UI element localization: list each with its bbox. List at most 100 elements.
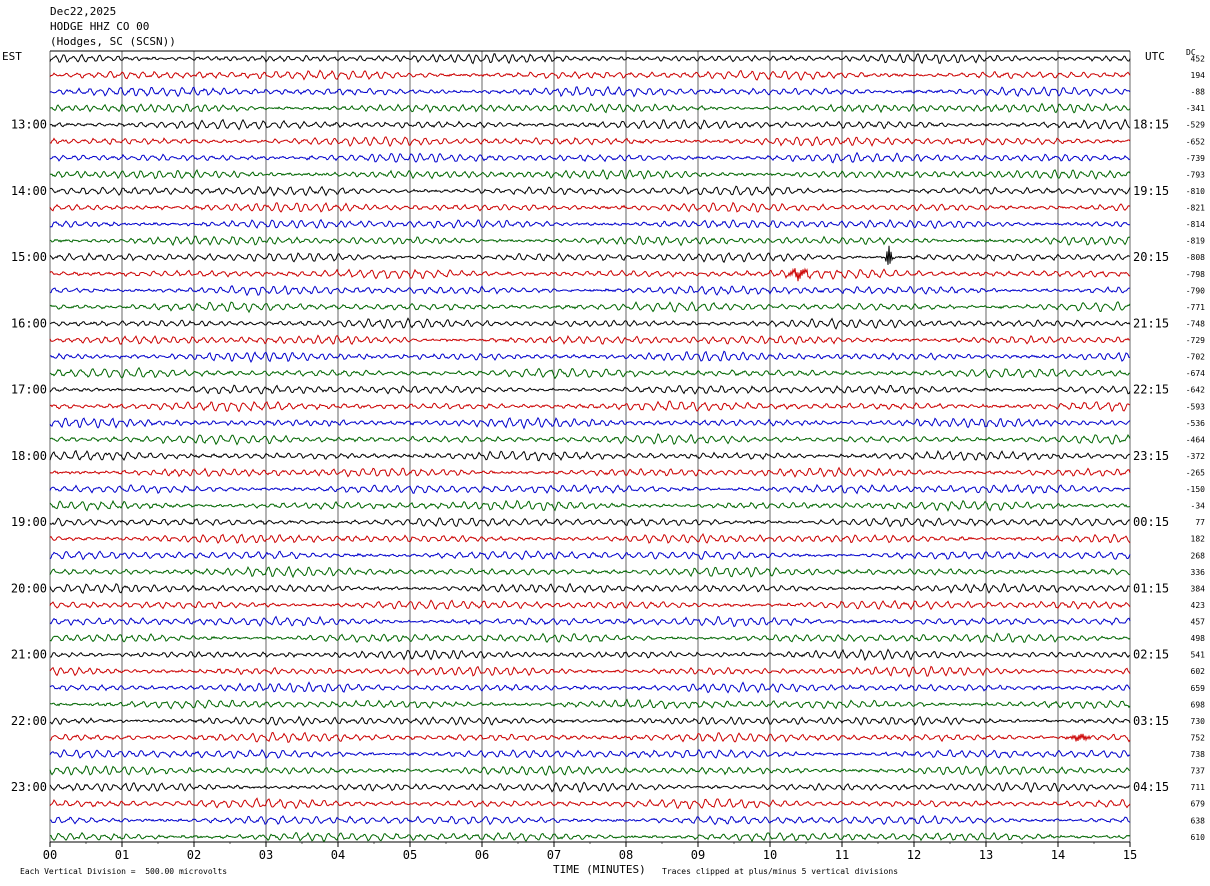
utc-hour-label: 22:15 <box>1133 383 1169 397</box>
dc-offset-label: 737 <box>1191 767 1206 776</box>
est-hour-label: 15:00 <box>11 250 47 264</box>
est-hour-label: 20:00 <box>11 581 47 595</box>
seismic-trace <box>49 218 1131 230</box>
clip-note: Traces clipped at plus/minus 5 vertical … <box>662 867 899 876</box>
dc-offset-label: -642 <box>1186 386 1205 395</box>
seismic-trace <box>49 781 1131 793</box>
seismic-trace <box>49 317 1131 330</box>
header-station: HODGE HHZ CO 00 <box>50 20 150 33</box>
est-hour-label: 23:00 <box>11 780 47 794</box>
dc-offset-label: 659 <box>1191 684 1206 693</box>
seismic-trace <box>49 681 1131 694</box>
header-date: Dec22,2025 <box>50 5 117 18</box>
dc-offset-label: -341 <box>1186 104 1205 113</box>
dc-offset-label: -819 <box>1186 237 1205 246</box>
dc-offset-label: 638 <box>1191 816 1206 825</box>
dc-offset-label: -652 <box>1186 137 1205 146</box>
seismic-trace <box>49 334 1131 346</box>
seismic-trace <box>49 615 1131 628</box>
dc-offset-label: 423 <box>1191 601 1206 610</box>
est-hour-label: 19:00 <box>11 515 47 529</box>
seismic-trace <box>49 466 1131 478</box>
dc-offset-label: 730 <box>1191 717 1206 726</box>
dc-offset-label: -771 <box>1186 303 1205 312</box>
minute-grid <box>49 50 1131 847</box>
seismic-trace <box>49 797 1131 810</box>
seismic-trace <box>49 350 1131 363</box>
seismic-trace <box>49 285 1131 297</box>
dc-offset-header: DC <box>1186 48 1196 57</box>
dc-offset-label: -790 <box>1186 286 1205 295</box>
seismic-trace <box>49 831 1131 843</box>
dc-offset-label: -265 <box>1186 469 1205 478</box>
utc-hour-label: 00:15 <box>1133 515 1169 529</box>
seismic-trace <box>49 201 1131 213</box>
dc-offset-label: 541 <box>1191 651 1206 660</box>
utc-hour-label: 19:15 <box>1133 184 1169 198</box>
dc-offset-label: 679 <box>1191 800 1206 809</box>
left-timezone-label: EST <box>2 50 22 63</box>
dc-offset-label: -821 <box>1186 204 1205 213</box>
seismic-trace <box>49 565 1131 579</box>
utc-hour-label: 21:15 <box>1133 316 1169 330</box>
est-hour-label: 14:00 <box>11 184 47 198</box>
seismic-trace <box>49 715 1131 727</box>
seismic-trace <box>49 384 1131 395</box>
seismic-trace <box>49 433 1131 446</box>
seismic-trace <box>49 118 1131 131</box>
dc-offset-label: 336 <box>1191 568 1206 577</box>
seismic-trace <box>49 748 1131 760</box>
dc-offset-label: -702 <box>1186 353 1205 362</box>
x-tick-label: 12 <box>907 848 921 862</box>
seismic-trace <box>49 416 1131 430</box>
x-tick-label: 06 <box>475 848 489 862</box>
dc-offset-label: 698 <box>1191 700 1206 709</box>
dc-offset-label: -150 <box>1186 485 1205 494</box>
seismic-trace <box>49 665 1131 678</box>
utc-hour-label: 02:15 <box>1133 648 1169 662</box>
dc-offset-label: -593 <box>1186 402 1205 411</box>
seismic-trace <box>49 301 1131 314</box>
x-axis-title: TIME (MINUTES) <box>553 863 646 876</box>
x-tick-label: 08 <box>619 848 633 862</box>
seismic-trace <box>49 765 1131 777</box>
dc-offset-label: -464 <box>1186 435 1205 444</box>
dc-offset-label: 384 <box>1191 584 1206 593</box>
est-hour-label: 18:00 <box>11 449 47 463</box>
seismic-trace <box>49 731 1131 743</box>
dc-offset-label: -798 <box>1186 270 1205 279</box>
x-tick-label: 00 <box>43 848 57 862</box>
dc-offset-label: 610 <box>1191 833 1206 842</box>
right-timezone-label: UTC <box>1145 50 1165 63</box>
seismic-trace <box>49 366 1130 380</box>
seismic-trace <box>49 69 1131 81</box>
x-tick-label: 14 <box>1051 848 1065 862</box>
seismic-trace <box>49 267 1131 282</box>
seismic-trace <box>49 698 1131 710</box>
dc-offset-label: -536 <box>1186 419 1205 428</box>
dc-offset-label: -739 <box>1186 154 1205 163</box>
est-hour-label: 22:00 <box>11 714 47 728</box>
seismic-trace <box>49 85 1131 98</box>
est-hour-label: 21:00 <box>11 648 47 662</box>
seismic-trace <box>49 550 1131 561</box>
dc-offset-label: -748 <box>1186 319 1205 328</box>
dc-offset-label: 77 <box>1195 518 1205 527</box>
seismic-trace <box>49 52 1131 65</box>
seismic-trace <box>49 449 1131 462</box>
dc-offset-label: -808 <box>1186 253 1205 262</box>
x-tick-label: 10 <box>763 848 777 862</box>
dc-offset-label: -88 <box>1191 88 1206 97</box>
trace-group <box>49 52 1131 843</box>
seismic-trace <box>49 499 1131 512</box>
dc-offset-label: -729 <box>1186 336 1205 345</box>
dc-offset-label: 498 <box>1191 634 1206 643</box>
dc-offset-label: 182 <box>1191 535 1206 544</box>
dc-offset-label: -814 <box>1186 220 1205 229</box>
utc-hour-label: 23:15 <box>1133 449 1169 463</box>
utc-hour-label: 18:15 <box>1133 118 1169 132</box>
seismic-trace <box>49 169 1131 180</box>
seismic-trace <box>49 533 1131 544</box>
seismic-trace <box>49 814 1131 826</box>
